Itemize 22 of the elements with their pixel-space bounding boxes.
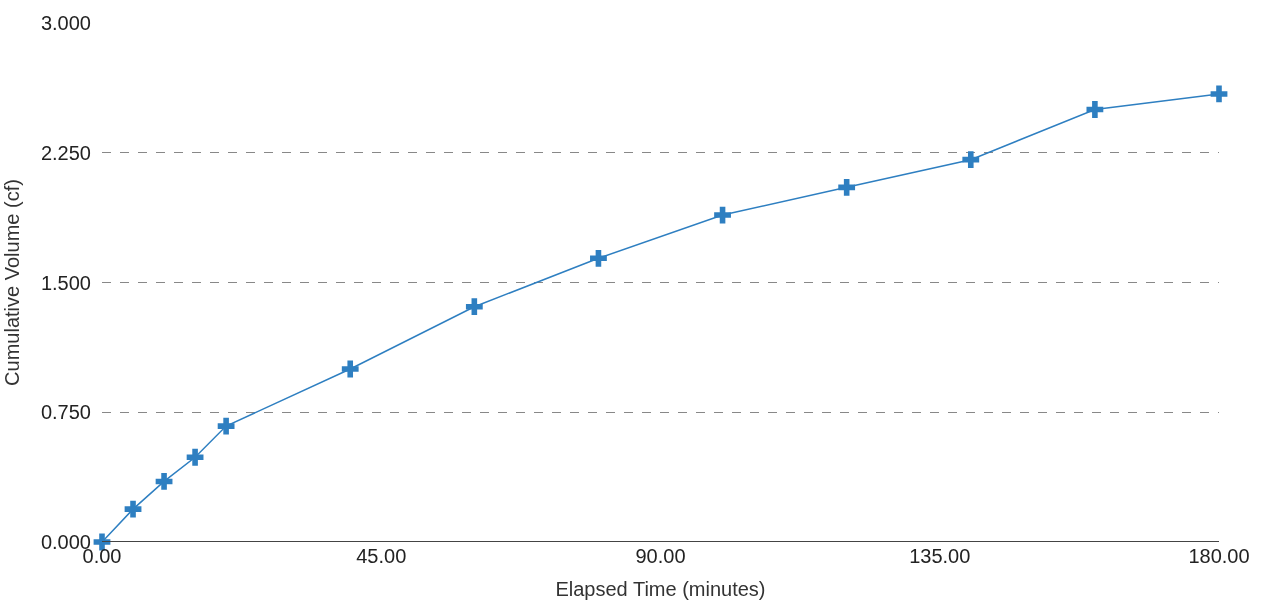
- point: [155, 473, 173, 490]
- point: [714, 206, 731, 224]
- x-tick-label: 45.00: [356, 545, 407, 567]
- point: [217, 417, 235, 435]
- point: [838, 178, 856, 196]
- y-axis-title: Cumulative Volume (cf): [1, 179, 24, 386]
- y-tick-label: 0.750: [40, 401, 91, 424]
- x-tick-label: 180.00: [1188, 545, 1250, 567]
- x-tick-label: 135.00: [909, 545, 971, 567]
- y-tick-label: 1.500: [40, 271, 91, 294]
- point: [186, 448, 204, 466]
- point: [590, 249, 607, 267]
- x-axis-title: Elapsed Time (minutes): [555, 577, 766, 600]
- point: [465, 298, 483, 316]
- point: [1210, 85, 1228, 103]
- point: [962, 151, 980, 169]
- point: [1086, 101, 1104, 118]
- y-tick-label: 3.000: [40, 12, 91, 34]
- x-tick-label: 90.00: [635, 545, 686, 567]
- point: [341, 360, 359, 378]
- y-tick-label: 2.250: [40, 141, 91, 164]
- point: [124, 500, 142, 518]
